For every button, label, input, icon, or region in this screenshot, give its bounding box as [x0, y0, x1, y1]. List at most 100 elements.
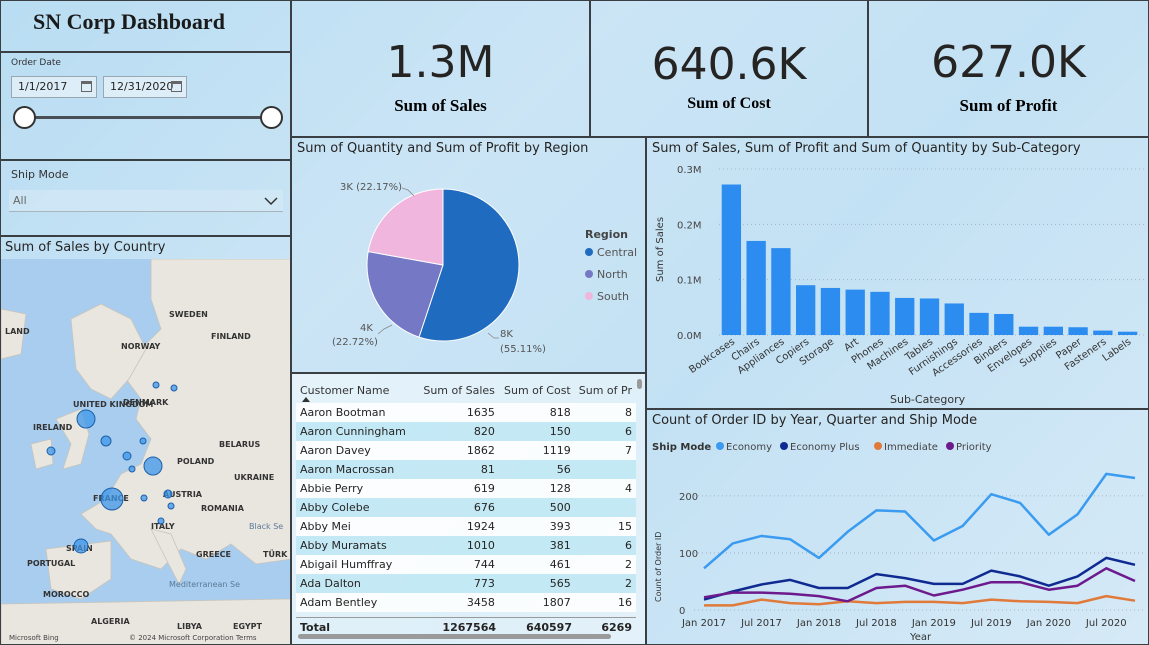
cell-sales: 3458: [418, 593, 499, 612]
sales-bubble[interactable]: [152, 381, 160, 389]
sales-bubble[interactable]: [163, 489, 173, 499]
cell-customer-name: Aaron Cunningham: [296, 422, 419, 441]
bar-supplies[interactable]: [1043, 326, 1063, 335]
land-shape: [45, 540, 112, 600]
series-line-economy[interactable]: [703, 472, 1136, 570]
bar-tables[interactable]: [919, 298, 940, 335]
leader-line: [487, 332, 499, 339]
table-row[interactable]: Ada Dalton 773 565 2: [296, 574, 636, 593]
y-tick-label: 200: [679, 492, 698, 503]
bar-binders[interactable]: [994, 313, 1014, 335]
sales-bubble[interactable]: [140, 494, 148, 502]
land-shape: [30, 438, 54, 470]
end-date-field[interactable]: 12/31/2020: [103, 76, 187, 98]
bar-appliances[interactable]: [771, 248, 791, 335]
map-country-label: DENMARK: [123, 398, 169, 407]
y-tick-label: 0.1M: [677, 276, 702, 287]
table-row[interactable]: Aaron Davey 1862 1119 7: [296, 441, 636, 460]
map-country-label: LAND: [5, 327, 30, 336]
sales-bubble[interactable]: [122, 451, 132, 461]
bar-labels[interactable]: [1117, 331, 1138, 335]
table-row[interactable]: Aaron Cunningham 820 150 6: [296, 422, 636, 441]
table-wrap: Customer Name Sum of Sales Sum of Cost S…: [296, 377, 636, 612]
bar-envelopes[interactable]: [1018, 326, 1039, 335]
col-sum-of-profit[interactable]: Sum of Pr: [578, 383, 632, 397]
cell-customer-name: Abby Muramats: [296, 536, 419, 555]
bar-fasteners[interactable]: [1093, 330, 1113, 335]
cell-profit: 7: [574, 441, 636, 460]
sales-bubble[interactable]: [73, 538, 89, 554]
calendar-icon[interactable]: [171, 81, 182, 92]
cell-profit: [574, 498, 636, 517]
pie-slice-south[interactable]: [367, 188, 444, 266]
start-date-value: 1/1/2017: [18, 80, 68, 93]
col-customer-name[interactable]: Customer Name: [300, 383, 390, 397]
pie-legend-item: Central: [597, 246, 637, 259]
cell-cost: 461: [498, 555, 575, 574]
series-line-economy-plus[interactable]: [703, 556, 1136, 601]
vertical-scrollbar[interactable]: [637, 379, 642, 389]
col-sum-of-sales[interactable]: Sum of Sales: [423, 383, 495, 397]
bar-furnishings[interactable]: [944, 303, 964, 335]
europe-map[interactable]: SWEDEN FINLAND NORWAY UNITED KINGDOMDENMARK…: [1, 259, 291, 645]
ship-mode-dropdown[interactable]: All: [9, 190, 283, 212]
map-country-label: Mediterranean Se: [169, 580, 240, 589]
table-row[interactable]: Abby Mei 1924 393 15: [296, 517, 636, 536]
bar-machines[interactable]: [895, 297, 915, 335]
bar-bookcases[interactable]: [721, 184, 742, 335]
map-country-label: LIBYA: [177, 622, 203, 631]
table-row[interactable]: Abbie Perry 619 128 4: [296, 479, 636, 498]
bar-phones[interactable]: [870, 291, 890, 335]
sort-ascending-icon[interactable]: [302, 397, 310, 402]
bar-art[interactable]: [845, 289, 865, 335]
bar-accessories[interactable]: [969, 312, 989, 335]
kpi-cost-label: Sum of Cost: [687, 95, 771, 112]
pie-slice-north[interactable]: [366, 250, 444, 338]
map-country-label: UNITED KINGDOM: [73, 400, 153, 409]
cell-customer-name: Abby Mei: [296, 517, 419, 536]
start-date-field[interactable]: 1/1/2017: [11, 76, 97, 98]
sales-bubble[interactable]: [139, 437, 147, 445]
map-country-label: TÜRK: [263, 549, 288, 559]
table-row[interactable]: Abby Muramats 1010 381 6: [296, 536, 636, 555]
land-shape: [1, 308, 27, 360]
series-line-immediate[interactable]: [704, 594, 1136, 607]
sales-bubble[interactable]: [170, 384, 178, 392]
leader-line: [377, 324, 393, 335]
bing-attribution: Microsoft Bing: [9, 634, 59, 642]
y-tick-label: 100: [679, 549, 698, 560]
sales-bubble[interactable]: [167, 502, 175, 510]
map-title: Sum of Sales by Country: [5, 240, 166, 255]
sales-bubble[interactable]: [100, 435, 112, 447]
ship-mode-value: All: [13, 194, 27, 207]
sales-bubble[interactable]: [46, 446, 56, 456]
range-start-handle[interactable]: [13, 106, 36, 129]
range-end-handle[interactable]: [260, 106, 283, 129]
bar-chairs[interactable]: [746, 240, 766, 335]
horizontal-scrollbar[interactable]: [298, 634, 611, 639]
pie-slice-central[interactable]: [418, 188, 520, 342]
sales-bubble[interactable]: [157, 517, 165, 525]
table-row[interactable]: Abigail Humffray 744 461 2: [296, 555, 636, 574]
sales-bubble[interactable]: [100, 487, 124, 511]
col-sum-of-cost[interactable]: Sum of Cost: [504, 383, 571, 397]
bar-paper[interactable]: [1068, 327, 1088, 335]
table-row[interactable]: Abby Colebe 676 500: [296, 498, 636, 517]
x-tick-label: Bookcases: [687, 336, 737, 375]
sales-bubble[interactable]: [76, 409, 96, 429]
bar-copiers[interactable]: [796, 285, 816, 335]
table-row[interactable]: Aaron Macrossan 81 56: [296, 460, 636, 479]
map-country-label: POLAND: [177, 457, 215, 466]
table-row[interactable]: Adam Bentley 3458 1807 16: [296, 593, 636, 612]
orders-line-chart[interactable]: Ship Mode Economy Economy Plus Immediate Pri…: [647, 410, 1149, 645]
region-pie-chart[interactable]: 8K (55.11%) 4K (22.72%) 3K (22.17%) Region Cen…: [292, 138, 646, 373]
series-line-priority[interactable]: [703, 567, 1136, 603]
sales-bubble[interactable]: [128, 465, 136, 473]
sales-bubble[interactable]: [143, 456, 163, 476]
cell-cost: 500: [498, 498, 575, 517]
calendar-icon[interactable]: [81, 81, 92, 92]
table-row[interactable]: Aaron Bootman 1635 818 8: [296, 403, 636, 422]
bar-storage[interactable]: [820, 287, 841, 335]
chevron-down-icon[interactable]: [264, 196, 278, 206]
